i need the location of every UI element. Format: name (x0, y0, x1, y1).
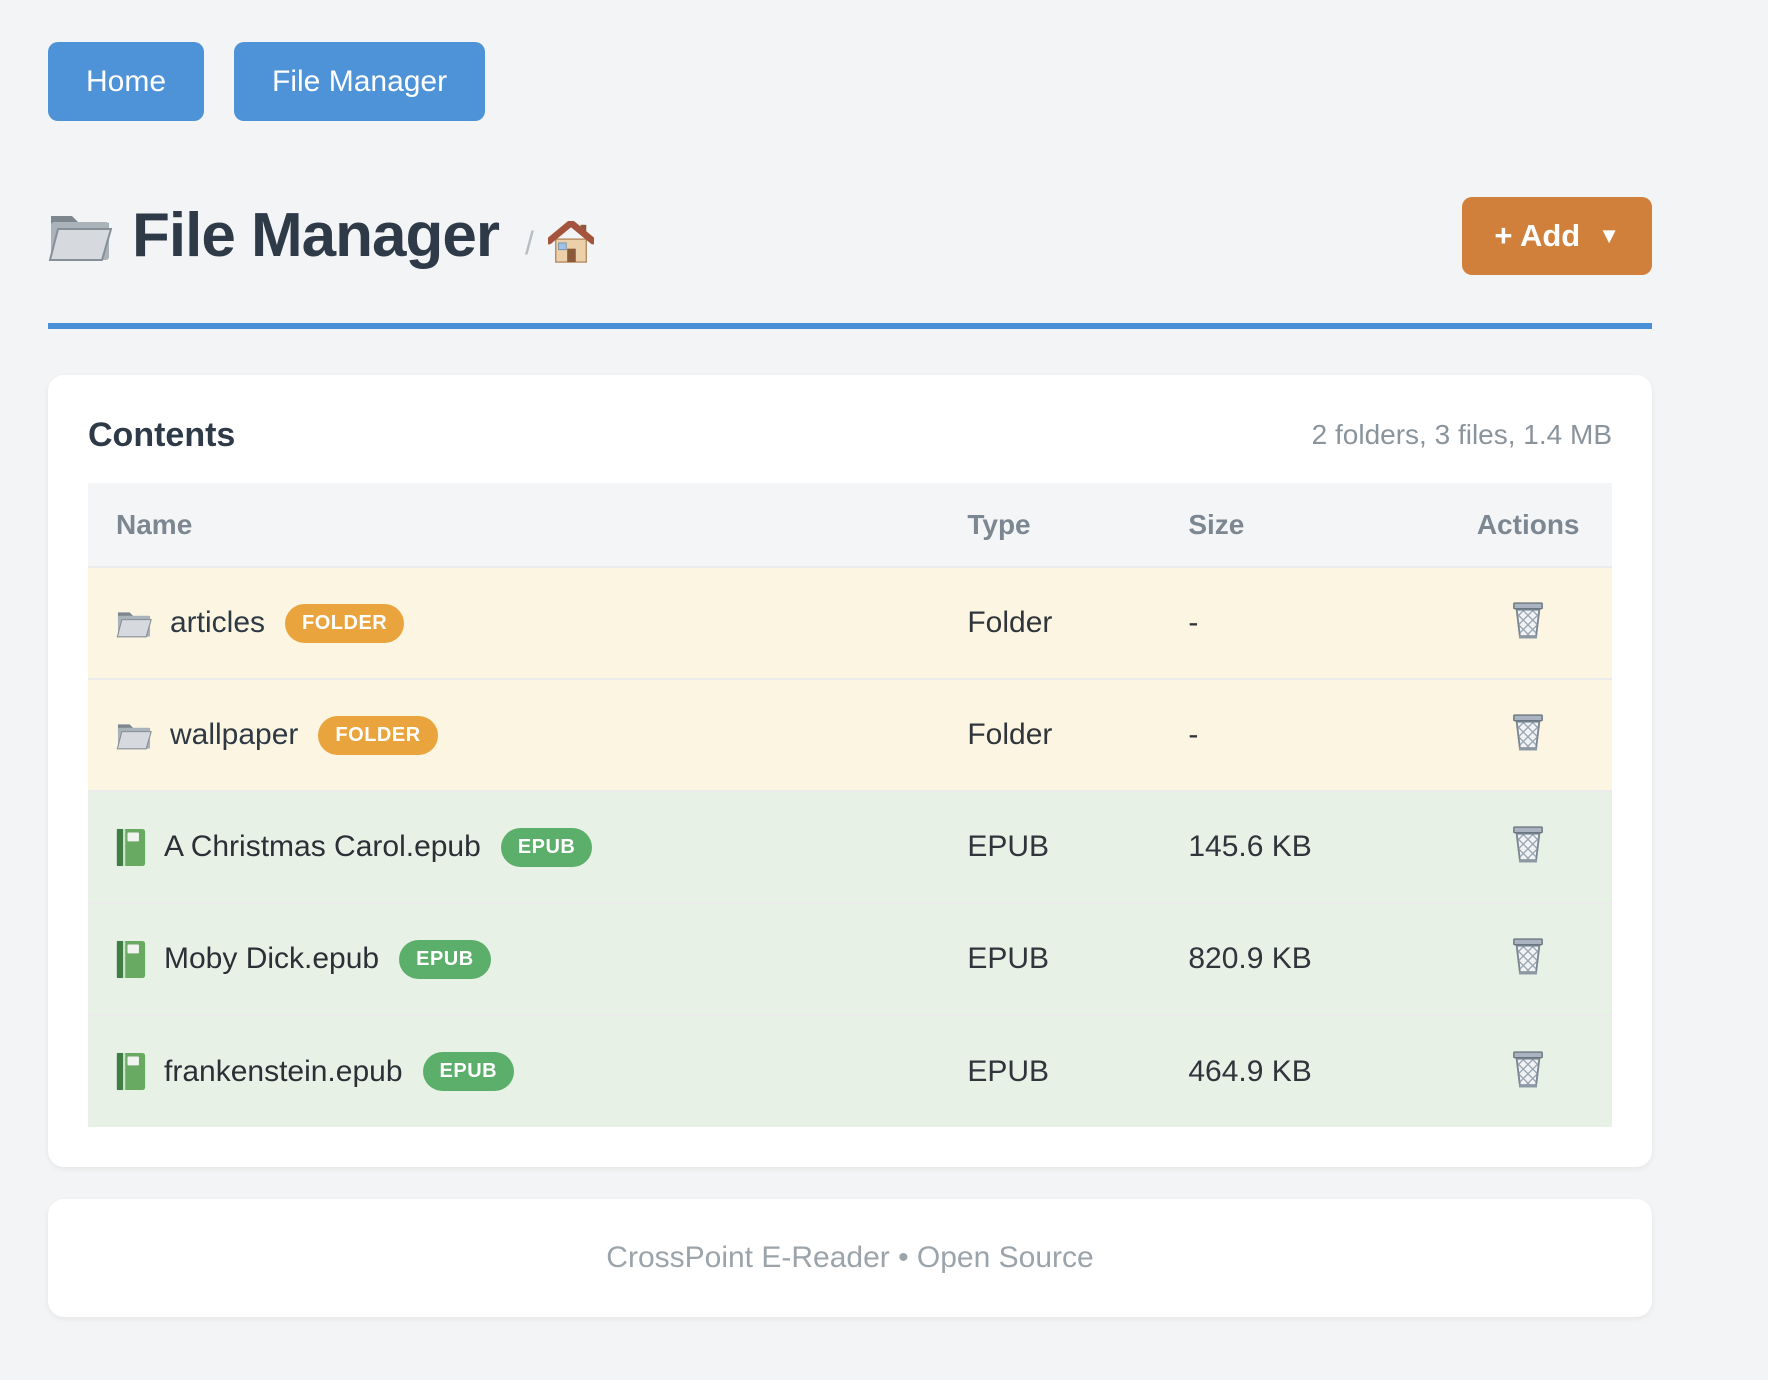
cell-type: Folder (967, 606, 1053, 639)
wastebasket-icon (1511, 938, 1545, 976)
top-nav: Home File Manager (48, 0, 1652, 121)
delete-button[interactable] (1507, 1047, 1549, 1093)
column-header-type: Type (967, 508, 1031, 540)
cell-size: - (1188, 718, 1199, 751)
wastebasket-icon (1511, 1051, 1545, 1089)
file-name[interactable]: frankenstein.epub (164, 1054, 403, 1088)
type-badge: EPUB (422, 1052, 515, 1091)
folder-icon (116, 608, 152, 639)
cell-size: 464.9 KB (1188, 1054, 1312, 1088)
table-row[interactable]: A Christmas Carol.epub EPUB EPUB 145.6 K… (88, 791, 1612, 903)
nav-file-manager-button[interactable]: File Manager (234, 42, 486, 121)
cell-type: EPUB (967, 830, 1050, 863)
house-icon[interactable] (534, 209, 594, 263)
green-book-icon (116, 828, 146, 867)
cell-size: 820.9 KB (1188, 942, 1312, 975)
breadcrumb-separator: / (525, 224, 534, 261)
title-divider (48, 323, 1652, 329)
page-title: File Manager (132, 201, 500, 270)
add-button[interactable]: + Add ▼ (1462, 197, 1652, 275)
table-header-row: Name Type Size Actions (88, 483, 1612, 567)
file-name[interactable]: Moby Dick.epub (164, 942, 380, 975)
cell-type: EPUB (967, 1054, 1050, 1088)
type-badge: EPUB (500, 827, 593, 867)
file-name[interactable]: wallpaper (170, 718, 299, 751)
contents-card: Contents 2 folders, 3 files, 1.4 MB Name… (48, 375, 1652, 1167)
file-table: Name Type Size Actions articles FOLDER F… (88, 483, 1612, 1127)
delete-button[interactable] (1507, 934, 1549, 980)
cell-size: - (1188, 606, 1199, 639)
wastebasket-icon (1511, 714, 1545, 752)
cell-type: EPUB (967, 942, 1050, 975)
column-header-size: Size (1188, 508, 1245, 540)
delete-button[interactable] (1507, 710, 1549, 756)
footer-text: CrossPoint E-Reader • Open Source (606, 1241, 1094, 1274)
add-button-label: + Add (1494, 218, 1581, 253)
cell-type: Folder (967, 718, 1053, 751)
page-content: Home File Manager File Manager / + Add ▼… (48, 0, 1652, 1317)
type-badge: FOLDER (318, 715, 438, 755)
type-badge: EPUB (399, 939, 491, 979)
nav-home-button[interactable]: Home (48, 42, 205, 121)
type-badge: FOLDER (285, 603, 405, 643)
table-row[interactable]: Moby Dick.epub EPUB EPUB 820.9 KB (88, 903, 1612, 1015)
contents-card-header: Contents 2 folders, 3 files, 1.4 MB (88, 413, 1612, 457)
delete-button[interactable] (1507, 822, 1549, 868)
file-name[interactable]: articles (170, 606, 266, 639)
file-name[interactable]: A Christmas Carol.epub (164, 830, 481, 863)
contents-heading: Contents (88, 416, 236, 454)
title-group: File Manager / (48, 197, 594, 275)
wastebasket-icon (1511, 826, 1545, 864)
footer-card: CrossPoint E-Reader • Open Source (48, 1199, 1652, 1317)
table-row[interactable]: frankenstein.epub EPUB EPUB 464.9 KB (88, 1015, 1612, 1127)
folder-icon (116, 720, 152, 751)
cell-size: 145.6 KB (1188, 830, 1312, 863)
wastebasket-icon (1511, 602, 1545, 640)
green-book-icon (116, 1052, 146, 1091)
green-book-icon (116, 940, 146, 979)
page-header: File Manager / + Add ▼ (48, 197, 1652, 275)
contents-summary: 2 folders, 3 files, 1.4 MB (1311, 419, 1612, 450)
column-header-actions: Actions (1476, 508, 1580, 540)
folder-icon (48, 208, 112, 264)
chevron-down-icon: ▼ (1598, 223, 1620, 248)
delete-button[interactable] (1507, 598, 1549, 644)
table-row[interactable]: wallpaper FOLDER Folder - (88, 679, 1612, 791)
column-header-name: Name (116, 508, 193, 540)
table-row[interactable]: articles FOLDER Folder - (88, 567, 1612, 679)
table-body: articles FOLDER Folder - wallpaper FOLDE… (88, 567, 1612, 1127)
